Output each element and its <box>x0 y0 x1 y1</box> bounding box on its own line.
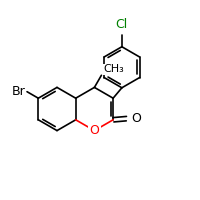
Text: O: O <box>132 112 142 125</box>
Text: Br: Br <box>12 85 25 98</box>
Text: O: O <box>89 124 99 137</box>
Text: Cl: Cl <box>116 18 128 31</box>
Text: CH₃: CH₃ <box>103 64 124 74</box>
